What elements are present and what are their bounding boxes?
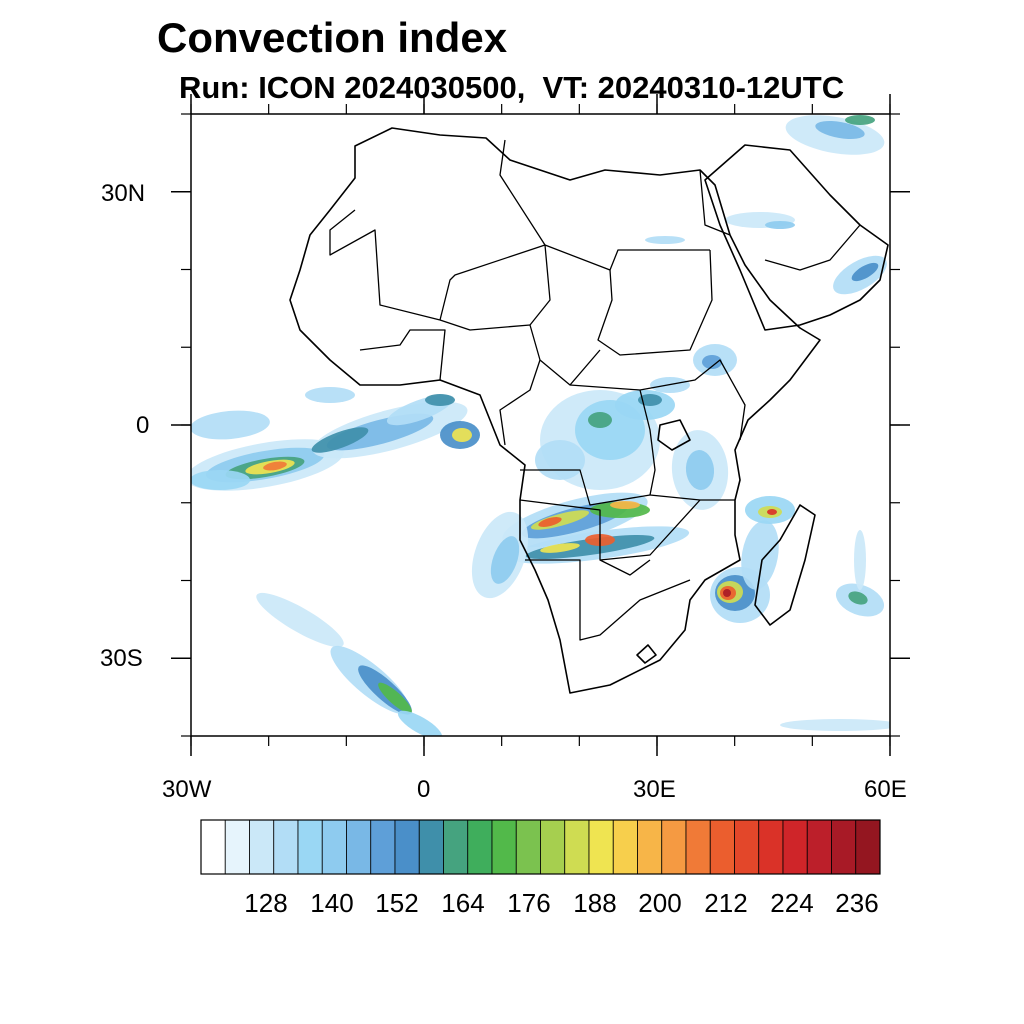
convection-area	[452, 428, 472, 442]
country-border	[439, 319, 531, 331]
convection-area	[723, 589, 731, 597]
plot-area	[191, 114, 890, 736]
convection-area	[311, 427, 369, 453]
y-tick-label-30s: 30S	[100, 645, 143, 672]
convection-area	[741, 520, 779, 590]
colorbar-label: 188	[573, 888, 617, 918]
country-border	[499, 359, 541, 446]
coastline	[657, 419, 691, 451]
country-border	[699, 169, 731, 236]
colorbar-label: 200	[638, 888, 682, 918]
coastline	[754, 504, 816, 626]
convection-area	[765, 221, 795, 229]
convection-area	[425, 394, 455, 406]
colorbar-label: 224	[770, 888, 814, 918]
coastline	[636, 644, 657, 664]
y-tick-label-30n: 30N	[101, 180, 146, 207]
country-border	[329, 209, 441, 321]
country-border	[544, 244, 710, 271]
country-border	[764, 224, 861, 271]
colorbar-label: 152	[375, 888, 419, 918]
convection-area	[397, 710, 443, 736]
convection-area	[490, 536, 520, 584]
convection-area	[638, 394, 662, 406]
x-tick-label-30e: 30E	[633, 776, 676, 803]
convection-area	[256, 592, 344, 648]
convection-area	[525, 534, 655, 560]
y-tick-label-0: 0	[136, 412, 150, 439]
x-tick-label-60e: 60E	[864, 776, 907, 803]
country-border	[639, 389, 735, 501]
convection-area	[610, 501, 640, 509]
country-border	[520, 469, 651, 506]
country-border	[525, 559, 691, 641]
convection-area	[305, 387, 355, 403]
country-border	[599, 499, 701, 561]
chart-subtitle: Run: ICON 2024030500, VT: 20240310-12UTC	[179, 70, 845, 105]
convection-area	[780, 719, 890, 731]
x-tick-label-30w: 30W	[162, 776, 212, 803]
convection-area	[263, 461, 287, 471]
convection-area	[845, 115, 875, 125]
colorbar-label: 128	[244, 888, 288, 918]
convection-area	[848, 591, 868, 605]
convection-area	[851, 262, 879, 282]
country-border	[359, 329, 446, 381]
convection-area	[685, 450, 715, 490]
country-border	[439, 139, 546, 321]
x-tick-label-0: 0	[417, 776, 431, 803]
convection-area	[540, 543, 580, 553]
convection-area	[702, 355, 722, 369]
chart-title: Convection index	[157, 14, 508, 61]
country-border	[529, 244, 601, 386]
colorbar-label: 176	[507, 888, 551, 918]
convection-area	[767, 509, 777, 515]
convection-area	[191, 470, 250, 490]
plot-background	[191, 114, 890, 736]
convection-area	[535, 440, 585, 480]
convection-area	[815, 121, 865, 139]
convection-area	[645, 236, 685, 244]
colorbar-label: 164	[441, 888, 485, 918]
country-border	[597, 249, 713, 356]
colorbar-label: 140	[310, 888, 354, 918]
colorbar-label: 236	[835, 888, 879, 918]
convection-area	[538, 517, 562, 527]
colorbar-label: 212	[704, 888, 748, 918]
convection-area	[588, 412, 612, 428]
country-border	[569, 359, 746, 441]
convection-area	[191, 410, 270, 440]
convection-area	[378, 682, 412, 714]
convection-area	[854, 530, 866, 590]
